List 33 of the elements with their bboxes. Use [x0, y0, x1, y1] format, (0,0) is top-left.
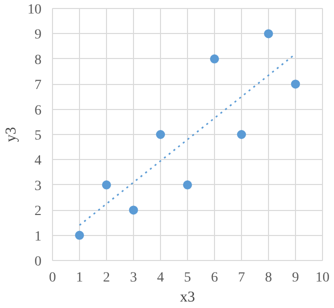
x-tick-label: 5: [184, 270, 191, 286]
x-tick-label: 7: [238, 270, 245, 286]
point: [291, 80, 300, 89]
y-tick-label: 2: [34, 204, 42, 220]
point: [102, 180, 111, 190]
point: [237, 130, 246, 139]
y-axis-title: y3: [4, 127, 20, 142]
point: [156, 130, 165, 139]
point: [183, 180, 192, 190]
y-tick-label: 4: [34, 154, 42, 169]
y-tick-label: 5: [34, 128, 42, 144]
y-tick-label: 3: [34, 178, 42, 194]
x-tick-label: 1: [76, 270, 83, 286]
x-tick-label: 6: [211, 270, 218, 286]
x-tick-label: 3: [130, 270, 137, 286]
point: [129, 206, 138, 215]
x-tick-label: 8: [265, 270, 272, 286]
y-tick-label: 9: [34, 28, 42, 43]
x-tick-label: 4: [157, 270, 164, 286]
x-tick-label: 10: [316, 270, 330, 286]
y-tick-label: 6: [34, 103, 42, 118]
x-tick-label: 0: [49, 270, 56, 286]
y-tick-label: 10: [28, 2, 42, 18]
x-tick-label: 2: [103, 270, 110, 286]
point: [75, 230, 84, 240]
x-axis-title: x3: [180, 290, 195, 306]
y-tick-label: 7: [34, 78, 42, 94]
point: [264, 29, 273, 38]
y-tick-label: 1: [34, 229, 42, 244]
y-tick-label: 8: [34, 52, 42, 68]
x-tick-label: 9: [292, 270, 299, 286]
point: [210, 54, 219, 64]
y-tick-label: 0: [34, 254, 42, 270]
